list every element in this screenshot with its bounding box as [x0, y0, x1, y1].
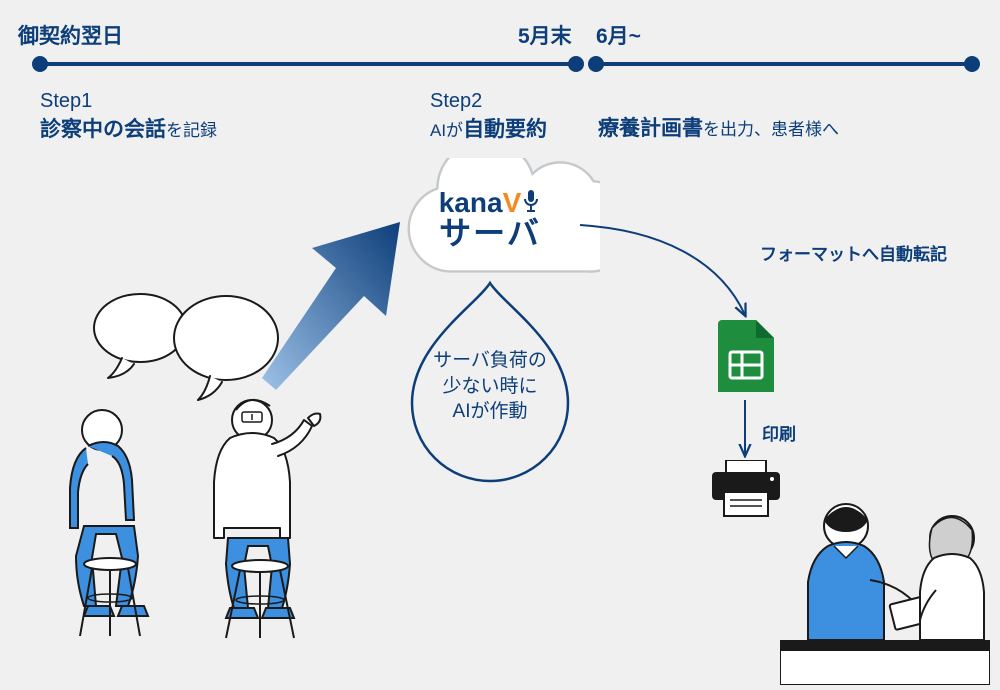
auto-transfer-label: フォーマットへ自動転記: [760, 240, 947, 265]
spreadsheet-icon: [718, 320, 774, 392]
print-label: 印刷: [762, 420, 796, 445]
doctor-patient-illustration: [40, 280, 360, 660]
reception-illustration: [780, 490, 990, 685]
printer-icon: [710, 460, 782, 518]
